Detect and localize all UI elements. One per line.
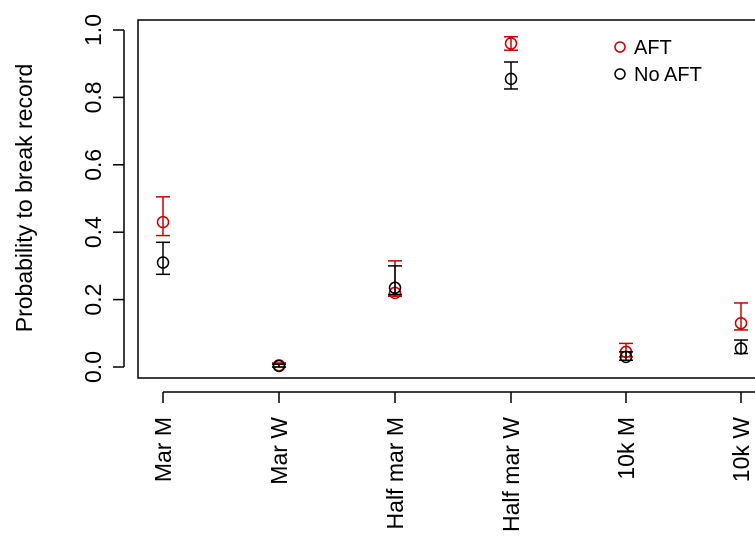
data-point — [156, 256, 170, 269]
series-aft — [156, 35, 748, 372]
plot-border — [137, 19, 755, 379]
x-axis: Mar M Mar W Half mar M Half mar W 10k M 10k W — [150, 391, 755, 532]
y-tick-label: 1.0 — [80, 14, 106, 46]
x-tick-label: Mar M — [150, 417, 176, 482]
x-tick-label: Half mar W — [498, 417, 524, 532]
y-tick-label: 0.4 — [80, 216, 106, 248]
legend-marker — [614, 41, 626, 53]
x-tick-label: Mar W — [266, 417, 292, 485]
y-tick-label: 0.8 — [80, 81, 106, 113]
data-point — [272, 359, 286, 373]
series-layer — [156, 35, 748, 373]
legend-marker — [614, 68, 626, 80]
plot-frame — [137, 19, 755, 379]
legend-label: No AFT — [634, 64, 702, 86]
y-tick-label: 0.2 — [80, 284, 106, 316]
y-axis: 0.0 0.2 0.4 0.6 0.8 1.0 — [80, 14, 125, 383]
data-point — [734, 342, 748, 355]
series-no-aft — [156, 61, 748, 373]
data-point — [156, 215, 170, 229]
x-tick-label: 10k W — [728, 417, 754, 482]
x-tick-label: Half mar M — [382, 417, 408, 529]
y-axis-title: Probability to break record — [11, 64, 37, 332]
data-point — [734, 316, 748, 330]
y-tick-label: 0.0 — [80, 351, 106, 383]
y-tick-label: 0.6 — [80, 149, 106, 181]
data-point — [388, 281, 402, 295]
data-point — [504, 37, 518, 50]
legend: AFT No AFT — [614, 37, 702, 86]
legend-label: AFT — [634, 37, 672, 59]
data-point — [504, 72, 518, 86]
data-point — [619, 350, 633, 364]
x-tick-label: 10k M — [613, 417, 639, 480]
